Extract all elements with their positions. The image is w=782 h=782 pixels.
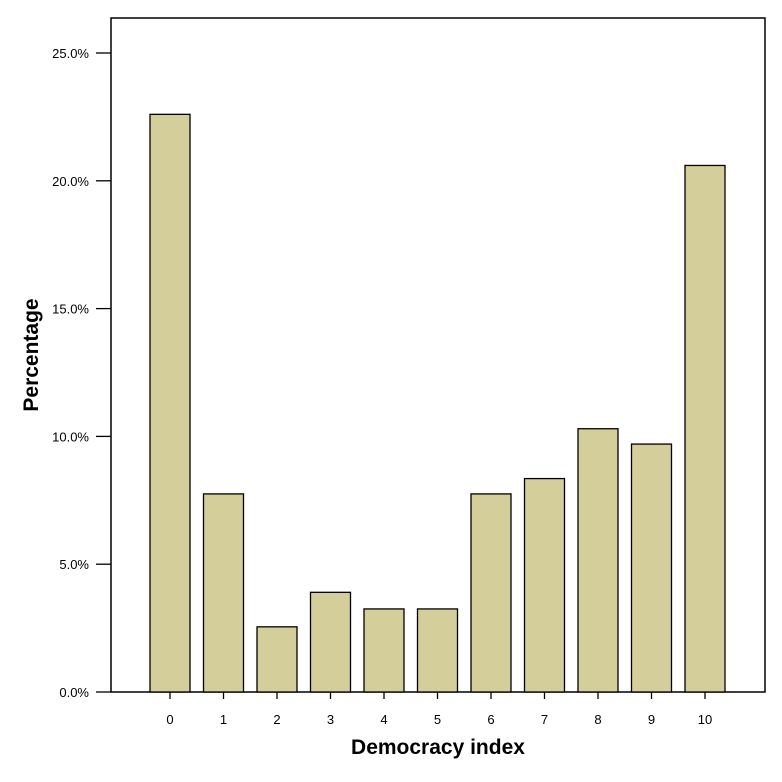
bars-group bbox=[149, 113, 726, 693]
bar-10 bbox=[684, 164, 726, 693]
y-tick-label: 20.0% bbox=[52, 174, 89, 189]
bar-3 bbox=[309, 591, 352, 693]
bar-1 bbox=[202, 493, 245, 693]
x-tick-label-10: 10 bbox=[698, 712, 712, 727]
x-axis: 0 1 2 3 4 5 6 7 8 9 10 bbox=[166, 692, 712, 727]
y-tick-label: 0.0% bbox=[59, 685, 89, 700]
x-tick-label-9: 9 bbox=[648, 712, 655, 727]
bar-7 bbox=[523, 477, 566, 693]
x-tick-label-5: 5 bbox=[434, 712, 441, 727]
bar-2 bbox=[256, 626, 298, 693]
bar-5 bbox=[416, 608, 459, 693]
x-tick-label-8: 8 bbox=[594, 712, 601, 727]
x-axis-title: Democracy index bbox=[351, 736, 525, 759]
x-tick-label-2: 2 bbox=[273, 712, 280, 727]
y-axis: 0.0% 5.0% 10.0% 15.0% 20.0% 25.0% bbox=[52, 46, 111, 700]
bar-8 bbox=[577, 428, 619, 693]
x-tick-label-0: 0 bbox=[166, 712, 173, 727]
x-tick-label-3: 3 bbox=[327, 712, 334, 727]
y-tick-label: 25.0% bbox=[52, 46, 89, 61]
y-axis-title: Percentage bbox=[20, 298, 43, 411]
y-tick-label: 5.0% bbox=[59, 557, 89, 572]
x-tick-label-1: 1 bbox=[220, 712, 227, 727]
x-tick-label-7: 7 bbox=[541, 712, 548, 727]
x-tick-label-4: 4 bbox=[380, 712, 387, 727]
bar-6 bbox=[470, 493, 512, 693]
bar-0 bbox=[149, 113, 191, 693]
bar-9 bbox=[630, 443, 673, 693]
y-tick-label: 10.0% bbox=[52, 429, 89, 444]
bar-4 bbox=[363, 608, 405, 693]
x-tick-label-6: 6 bbox=[487, 712, 494, 727]
y-tick-label: 15.0% bbox=[52, 302, 89, 317]
